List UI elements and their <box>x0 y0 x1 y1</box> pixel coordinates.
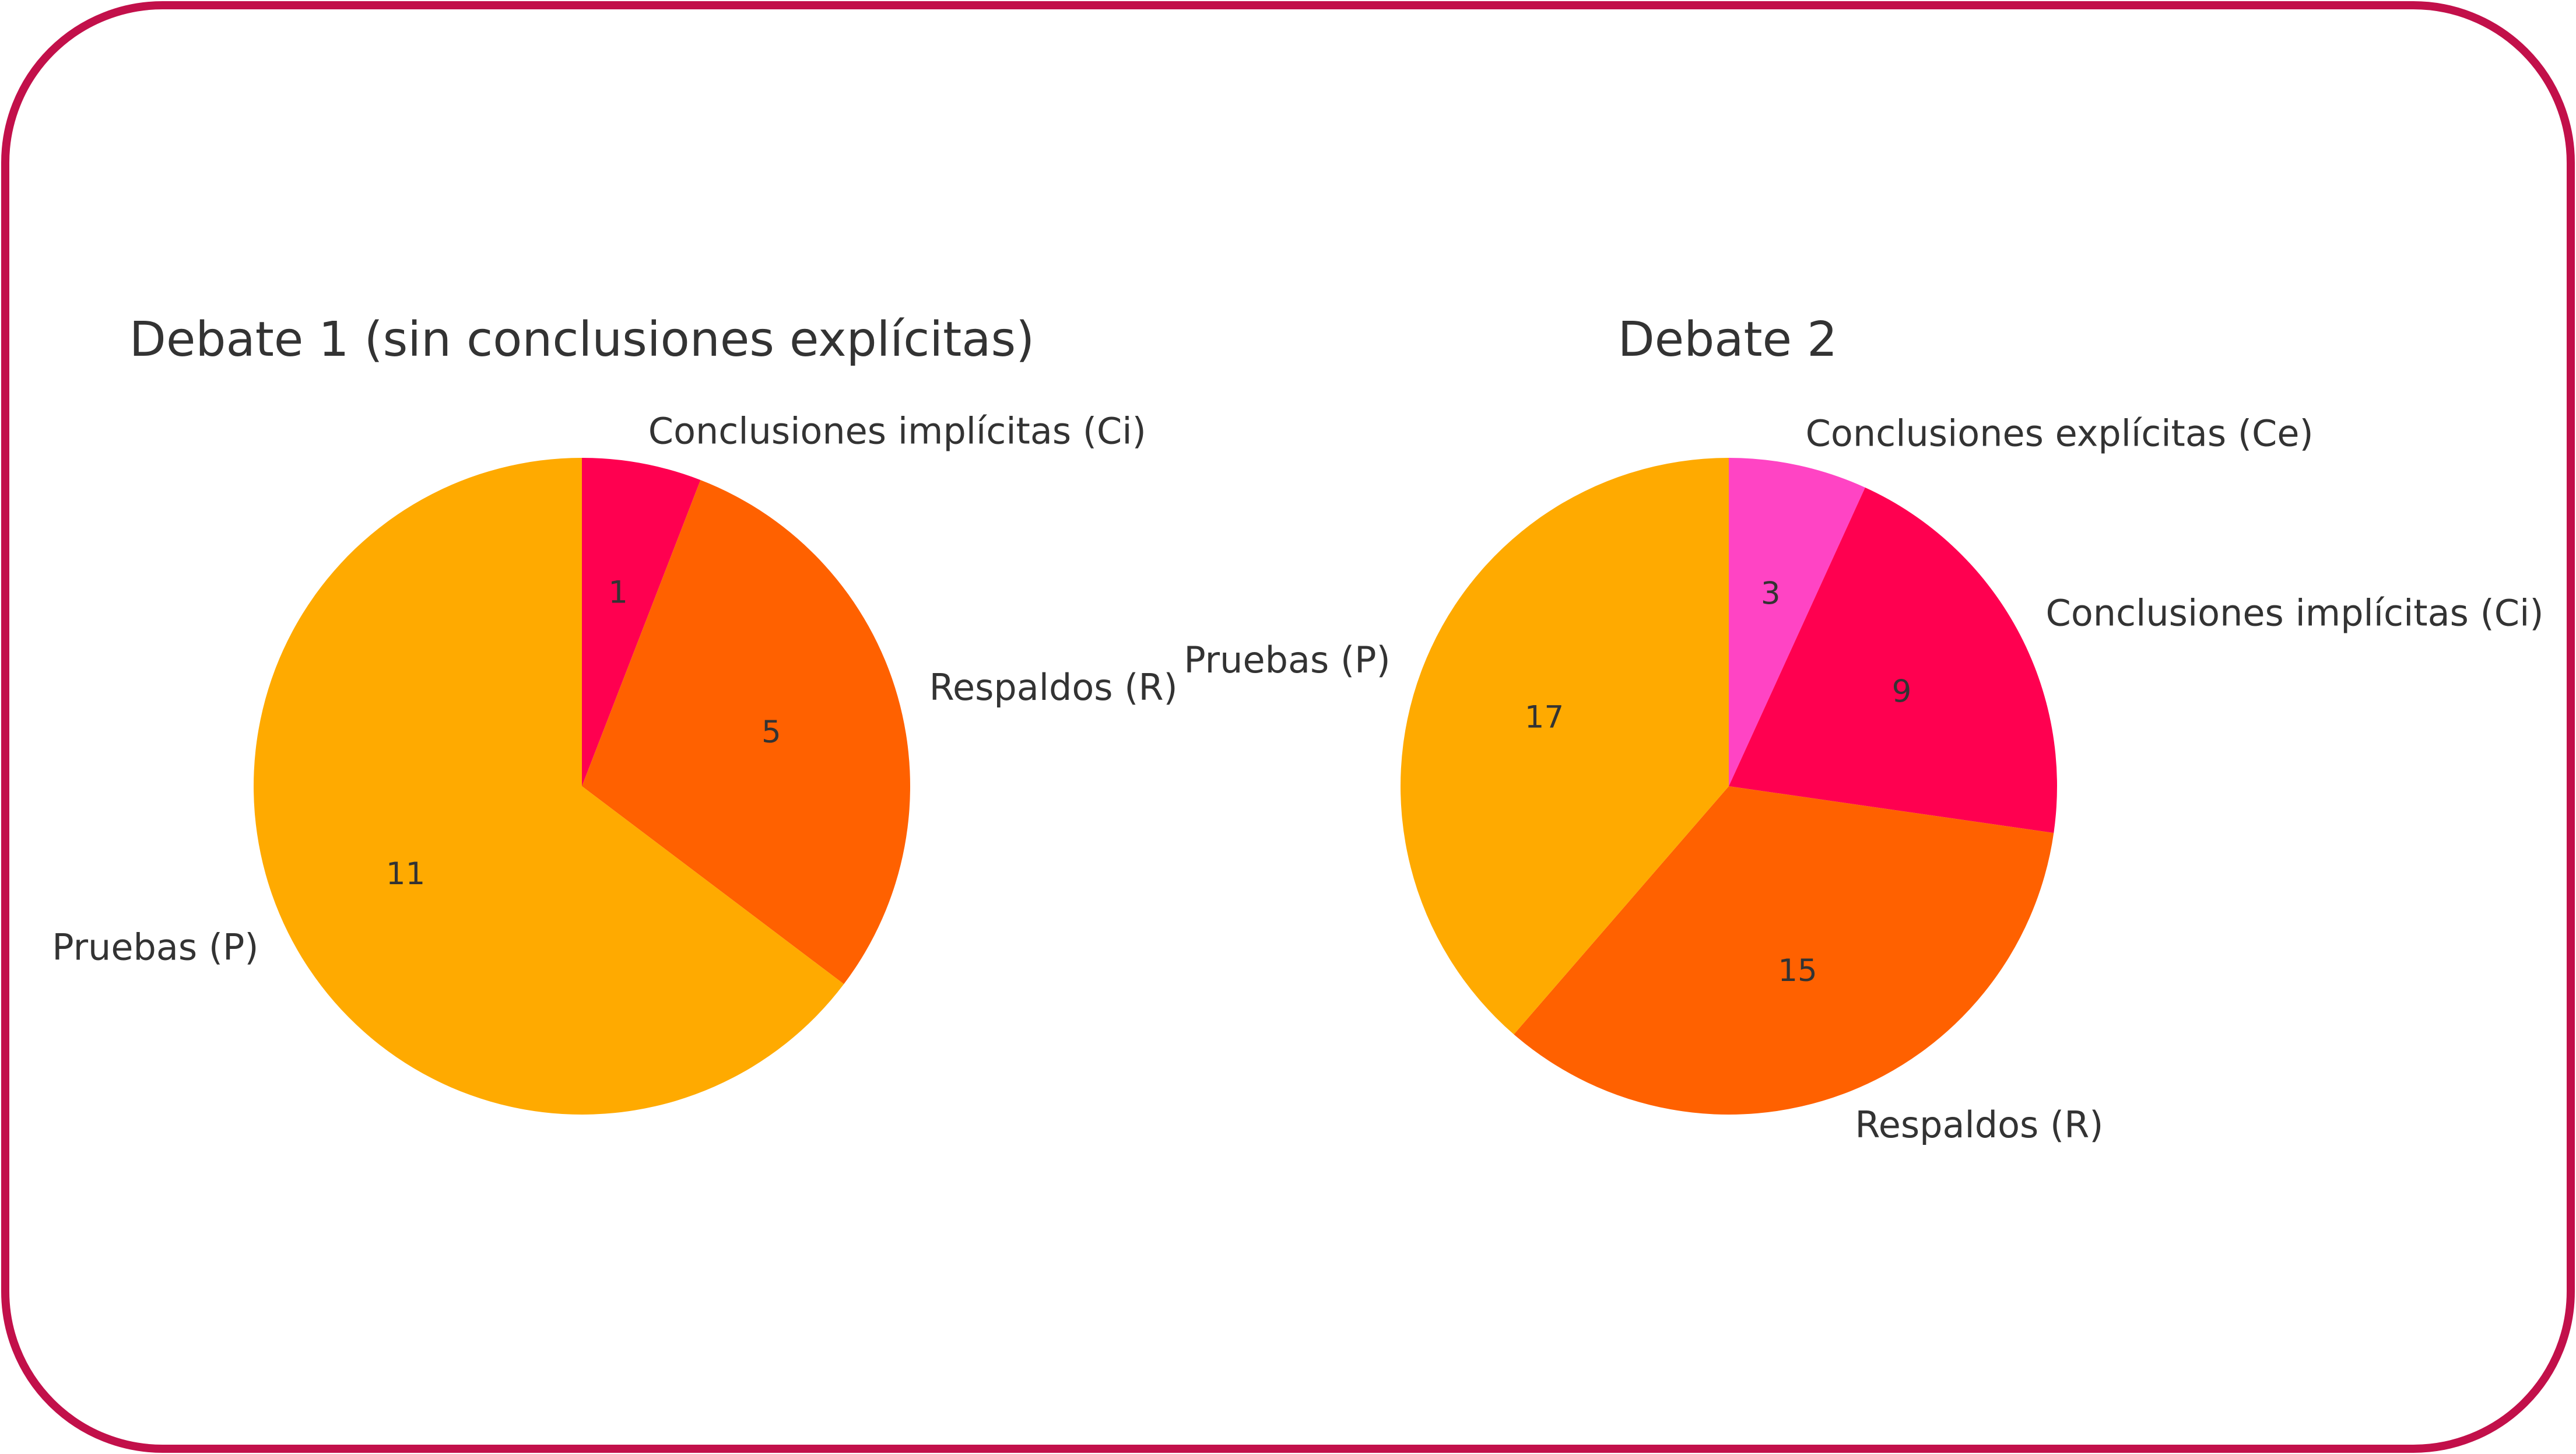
slice-value-label: 9 <box>1892 674 1912 710</box>
slice-category-label: Respaldos (R) <box>929 666 1178 709</box>
slice-value-label: 11 <box>386 856 425 892</box>
pie-slice-pruebas-p <box>1401 458 1729 1035</box>
slice-value-label: 1 <box>608 574 628 610</box>
slice-category-label: Conclusiones implícitas (Ci) <box>648 410 1146 453</box>
slice-category-label: Pruebas (P) <box>52 926 258 969</box>
pie-chart-debate-2: Debate 2 3 Conclusiones explícitas (Ce) 9 C… <box>1184 312 2543 1146</box>
pie-slice-respaldos-r <box>1514 786 2054 1115</box>
slice-category-label: Conclusiones implícitas (Ci) <box>2046 592 2544 635</box>
slice-value-label: 5 <box>761 714 781 750</box>
chart-title: Debate 2 <box>1618 312 1838 367</box>
pie-slice-conclusiones-implicitas-ci <box>582 458 701 786</box>
slice-value-label: 3 <box>1761 576 1781 611</box>
pie-chart-debate-1: Debate 1 (sin conclusiones explícitas) 1… <box>52 312 1178 1115</box>
pie-slice-conclusiones-explicitas-ce <box>1729 458 1865 786</box>
chart-title: Debate 1 (sin conclusiones explícitas) <box>129 312 1034 367</box>
pie-slice-conclusiones-implicitas-ci <box>1729 487 2058 833</box>
slice-category-label: Conclusiones explícitas (Ce) <box>1806 412 2314 454</box>
slice-value-label: 17 <box>1525 699 1564 735</box>
slice-category-label: Respaldos (R) <box>1855 1103 2103 1146</box>
slice-category-label: Pruebas (P) <box>1184 639 1390 681</box>
pie-slice-pruebas-p <box>253 458 844 1115</box>
slice-value-label: 15 <box>1778 953 1817 989</box>
pie-slice-respaldos-r <box>582 480 910 984</box>
